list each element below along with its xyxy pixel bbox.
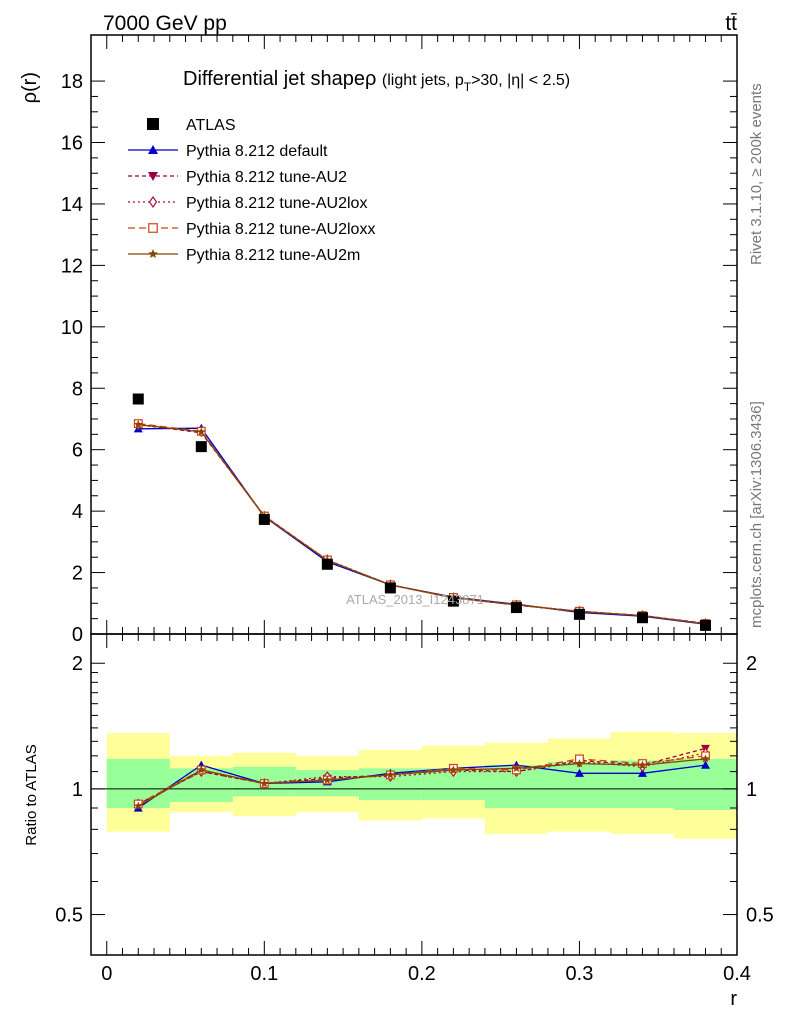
ratio-ytick-label-right-2: 2 bbox=[746, 653, 757, 675]
ratio-ytick-label-right-1: 1 bbox=[746, 779, 757, 801]
legend-item-4: Pythia 8.212 tune-AU2m bbox=[128, 247, 360, 264]
ratio-series-4 bbox=[134, 754, 710, 810]
main-y-label: ρ(r) bbox=[19, 72, 41, 103]
main-series-4-point-0 bbox=[134, 420, 143, 429]
title-cut-sub: T bbox=[464, 80, 472, 94]
legend: ATLAS Pythia 8.212 default Pythia 8.212 tu… bbox=[128, 117, 375, 264]
legend-marker-2 bbox=[148, 195, 158, 209]
ratio-ytick-label-right-0: 0.5 bbox=[746, 905, 774, 927]
xtick-label-3: 0.3 bbox=[566, 963, 594, 985]
main-title: Differential jet shapeρ (light jets, pT>… bbox=[183, 68, 570, 94]
xtick-label-4: 0.4 bbox=[723, 963, 751, 985]
ratio-series-4-point-0 bbox=[134, 801, 143, 810]
legend-label-3: Pythia 8.212 tune-AU2loxx bbox=[186, 221, 375, 238]
atlas-point-1 bbox=[195, 441, 207, 453]
ratio-ytick-label-0: 0.5 bbox=[55, 905, 83, 927]
legend-marker-3 bbox=[148, 223, 158, 233]
legend-marker-0 bbox=[148, 145, 158, 154]
atlas-data bbox=[132, 393, 711, 631]
mcplots-side-label: mcplots.cern.ch [arXiv:1306.3436] bbox=[748, 401, 765, 628]
ratio-series-4-point-9 bbox=[701, 754, 710, 763]
title-cut: (light jets, p bbox=[382, 72, 464, 89]
main-series-line-4 bbox=[138, 423, 706, 625]
main-series-4-point-1 bbox=[197, 427, 206, 436]
ratio-ytick-label-1: 1 bbox=[72, 779, 83, 801]
xtick-label-1: 0.1 bbox=[250, 963, 278, 985]
legend-item-1: Pythia 8.212 tune-AU2 bbox=[128, 169, 347, 186]
ratio-series-line-4 bbox=[137, 758, 706, 807]
main-ytick-label-5: 10 bbox=[61, 317, 83, 339]
xtick-label-2: 0.2 bbox=[408, 963, 436, 985]
legend-item-0: Pythia 8.212 default bbox=[128, 143, 328, 160]
ratio-series-0-point-8 bbox=[637, 768, 647, 777]
ratio-series-4-point-3 bbox=[323, 775, 332, 784]
legend-item-3: Pythia 8.212 tune-AU2loxx bbox=[128, 221, 375, 238]
ratio-series-4-point-5 bbox=[449, 765, 458, 774]
xtick-label-0: 0 bbox=[101, 963, 112, 985]
ratio-plot-panel bbox=[133, 744, 710, 812]
main-ytick-label-1: 2 bbox=[72, 563, 83, 585]
ratio-series-4-point-2 bbox=[260, 779, 269, 788]
main-ytick-label-3: 6 bbox=[72, 440, 83, 462]
legend-label-1: Pythia 8.212 tune-AU2 bbox=[186, 169, 347, 186]
ratio-series-4-point-6 bbox=[512, 763, 521, 772]
legend-item-2: Pythia 8.212 tune-AU2lox bbox=[128, 195, 367, 212]
ratio-series-line-0 bbox=[137, 764, 706, 809]
main-ytick-label-4: 8 bbox=[72, 378, 83, 400]
atlas-point-6 bbox=[510, 602, 522, 614]
title-cut-rest: >30, |η| < 2.5) bbox=[471, 72, 570, 89]
atlas-point-0 bbox=[132, 393, 144, 405]
legend-label-data: ATLAS bbox=[186, 117, 236, 134]
ratio-series-4-point-1 bbox=[197, 765, 206, 774]
process-label: tt̄ bbox=[725, 12, 737, 35]
x-axis-label: r bbox=[730, 988, 737, 1010]
legend-item-data: ATLAS bbox=[147, 117, 236, 134]
main-ytick-label-6: 12 bbox=[61, 255, 83, 277]
ratio-series-4-point-7 bbox=[575, 759, 584, 768]
atlas-point-4 bbox=[384, 582, 396, 594]
rivet-side-label: Rivet 3.1.10, ≥ 200k events bbox=[748, 83, 765, 265]
legend-marker-4 bbox=[148, 249, 158, 258]
ratio-series-4-point-8 bbox=[638, 760, 647, 769]
main-ytick-label-7: 14 bbox=[61, 194, 83, 216]
legend-marker-data bbox=[147, 118, 159, 130]
ratio-series-4-point-4 bbox=[386, 770, 395, 779]
ratio-y-label: Ratio to ATLAS bbox=[23, 744, 40, 845]
atlas-point-7 bbox=[573, 608, 585, 620]
ratio-uncertainty-bands bbox=[91, 731, 737, 839]
legend-marker-1 bbox=[148, 172, 158, 181]
ratio-series-line-1 bbox=[138, 747, 706, 805]
atlas-point-2 bbox=[258, 513, 270, 525]
main-plot-panel bbox=[132, 393, 711, 631]
atlas-point-3 bbox=[321, 558, 333, 570]
legend-label-2: Pythia 8.212 tune-AU2lox bbox=[186, 195, 367, 212]
ratio-frame bbox=[90, 633, 738, 956]
ratio-ytick-label-2: 2 bbox=[72, 653, 83, 675]
legend-label-0: Pythia 8.212 default bbox=[186, 143, 328, 160]
atlas-point-8 bbox=[636, 612, 648, 624]
ratio-series-0-point-7 bbox=[574, 768, 584, 777]
ratio-series-0-point-9 bbox=[700, 760, 710, 769]
title-main: Differential jet shapeρ bbox=[183, 68, 376, 90]
main-ytick-label-2: 4 bbox=[72, 501, 83, 523]
main-ytick-label-9: 18 bbox=[61, 71, 83, 93]
energy-label: 7000 GeV pp bbox=[103, 12, 227, 35]
main-ytick-label-0: 0 bbox=[72, 624, 83, 646]
main-ytick-label-8: 16 bbox=[61, 133, 83, 155]
atlas-point-5 bbox=[447, 595, 459, 607]
atlas-point-9 bbox=[699, 619, 711, 631]
legend-label-4: Pythia 8.212 tune-AU2m bbox=[186, 247, 360, 264]
analysis-watermark: ATLAS_2013_I1243871 bbox=[346, 592, 484, 607]
